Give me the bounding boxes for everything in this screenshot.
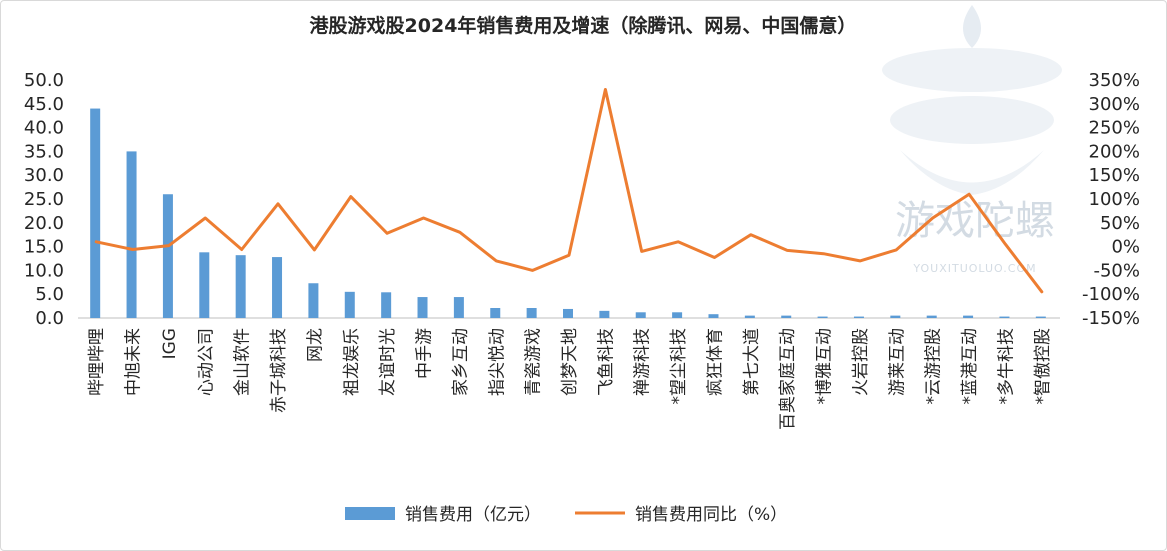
x-tick-label: 金山软件 xyxy=(233,328,253,396)
x-tick-label: 网龙 xyxy=(305,328,325,362)
y-right-tick: 350% xyxy=(1089,70,1140,91)
y-left-tick: 15.0 xyxy=(24,237,64,258)
x-tick-label: 游莱互动 xyxy=(887,328,907,396)
x-tick-label: *云游控股 xyxy=(924,328,944,405)
left-axis: 0.0 5.0 10.015.0 20.0 25.0 30.0 35.040.0 45.0 50… xyxy=(24,70,64,329)
x-tick-label: 中手游 xyxy=(415,328,435,379)
y-right-tick: -50% xyxy=(1093,260,1140,281)
x-tick-label: 赤子城科技 xyxy=(269,328,289,413)
watermark-logo-top xyxy=(882,48,1062,92)
bar xyxy=(453,297,464,318)
x-tick-label: 友谊时光 xyxy=(378,328,398,396)
y-right-tick: 300% xyxy=(1089,94,1140,115)
bar xyxy=(781,315,792,318)
y-right-tick: 250% xyxy=(1089,118,1140,139)
x-tick-label: *望尘科技 xyxy=(669,328,689,405)
bar-series xyxy=(90,108,1046,318)
bar xyxy=(344,291,355,318)
x-tick-label: 第七大道 xyxy=(742,328,762,396)
x-tick-label: IGG xyxy=(160,328,180,359)
x-tick-label: 百奥家庭互动 xyxy=(778,328,798,430)
y-left-tick: 50.0 xyxy=(24,70,64,91)
x-tick-label: 心动公司 xyxy=(196,328,216,396)
watermark-subtext: YOUXITUOLUO.COM xyxy=(912,262,1036,275)
right-axis: -150% -100% -50%0% 50% 100% 150% 200%250% 300% 3… xyxy=(1082,70,1140,329)
y-left-tick: 35.0 xyxy=(24,141,64,162)
watermark: 游戏陀螺 YOUXITUOLUO.COM xyxy=(882,5,1062,275)
x-tick-label: 指尖悦动 xyxy=(487,328,507,396)
x-tick-label: *博雅互动 xyxy=(815,328,835,405)
bar xyxy=(853,316,864,318)
line-series xyxy=(94,88,1044,294)
y-right-tick: 0% xyxy=(1111,237,1140,258)
bar xyxy=(672,312,683,318)
bar xyxy=(599,310,610,318)
bar xyxy=(708,314,719,318)
legend-bar-label: 销售费用（亿元） xyxy=(405,505,541,525)
bar xyxy=(890,315,901,318)
x-tick-label: 飞鱼科技 xyxy=(596,328,616,396)
watermark-logo-mid xyxy=(890,96,1054,144)
bar xyxy=(90,108,101,318)
x-tick-label: *智傲控股 xyxy=(1033,328,1053,405)
legend: 销售费用（亿元） 销售费用同比（%） xyxy=(345,505,787,525)
bar xyxy=(926,315,937,318)
legend-bar-swatch xyxy=(345,507,395,520)
x-tick-label: 哔哩哔哩 xyxy=(87,328,107,396)
y-left-tick: 0.0 xyxy=(35,308,64,329)
watermark-text: 游戏陀螺 xyxy=(895,198,1055,244)
y-left-tick: 10.0 xyxy=(24,260,64,281)
bar xyxy=(963,315,974,318)
yoy-line xyxy=(94,88,1044,294)
y-left-tick: 30.0 xyxy=(24,165,64,186)
bar xyxy=(999,316,1010,318)
bar xyxy=(272,257,283,318)
legend-line-label: 销售费用同比（%） xyxy=(635,505,787,525)
y-left-tick: 20.0 xyxy=(24,213,64,234)
bar xyxy=(526,308,537,318)
y-left-tick: 25.0 xyxy=(24,189,64,210)
x-axis: 哔哩哔哩 中旭未来 IGG 心动公司 金山软件 赤子城科技 网龙 祖龙娱乐 友谊时光 中手游 家乡互… xyxy=(87,328,1053,430)
bar xyxy=(744,315,755,318)
y-right-tick: -100% xyxy=(1082,284,1140,305)
bar xyxy=(635,312,646,318)
x-tick-label: 青瓷游戏 xyxy=(524,328,544,396)
bar xyxy=(381,292,392,318)
bar xyxy=(162,194,173,318)
x-tick-label: 疯狂体育 xyxy=(705,328,725,396)
bar xyxy=(490,308,501,318)
x-tick-label: *多牛科技 xyxy=(996,328,1016,405)
bar xyxy=(126,151,137,318)
y-left-tick: 45.0 xyxy=(24,94,64,115)
y-right-tick: -150% xyxy=(1082,308,1140,329)
bar xyxy=(417,297,428,318)
bar xyxy=(563,308,573,318)
watermark-logo-base xyxy=(900,150,1044,195)
y-left-tick: 5.0 xyxy=(35,284,64,305)
y-right-tick: 100% xyxy=(1089,189,1140,210)
bar xyxy=(1035,316,1046,318)
y-right-tick: 150% xyxy=(1089,165,1140,186)
y-right-tick: 50% xyxy=(1100,213,1140,234)
x-tick-label: 中旭未来 xyxy=(124,328,144,396)
chart-title: 港股游戏股2024年销售费用及增速（除腾讯、网易、中国儒意） xyxy=(310,14,857,37)
y-left-tick: 40.0 xyxy=(24,118,64,139)
bar xyxy=(308,283,319,318)
x-tick-label: 创梦天地 xyxy=(560,328,580,396)
x-tick-label: 家乡互动 xyxy=(451,328,471,396)
y-right-tick: 200% xyxy=(1089,141,1140,162)
bar xyxy=(199,252,210,318)
bar xyxy=(817,316,828,318)
watermark-logo-drop xyxy=(963,5,981,48)
bar xyxy=(235,255,246,318)
x-tick-label: 禅游科技 xyxy=(633,328,653,396)
x-tick-label: 火岩控股 xyxy=(851,328,871,396)
x-tick-label: *蓝港互动 xyxy=(960,328,980,405)
x-tick-label: 祖龙娱乐 xyxy=(342,328,362,396)
